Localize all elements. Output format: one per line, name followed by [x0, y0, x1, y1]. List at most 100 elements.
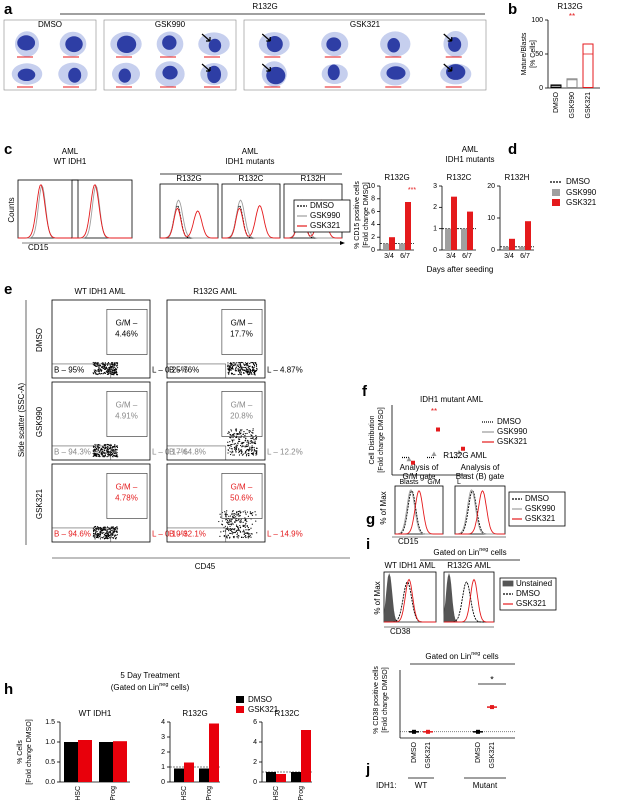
- event: [97, 373, 99, 376]
- event: [252, 363, 255, 365]
- event: [98, 535, 101, 538]
- event: [110, 362, 113, 364]
- event: [228, 521, 230, 523]
- event: [232, 373, 234, 376]
- bar: [383, 243, 389, 250]
- event: [233, 443, 235, 445]
- event: [235, 516, 237, 518]
- y-tick-label: 20: [487, 183, 495, 190]
- event: [227, 527, 229, 530]
- event: [240, 521, 242, 523]
- nucleus: [387, 38, 401, 53]
- event: [245, 451, 247, 453]
- event: [237, 364, 239, 366]
- event: [241, 366, 243, 368]
- legend-label: GSK990: [566, 188, 597, 197]
- event: [109, 447, 111, 449]
- event: [226, 521, 228, 523]
- event: [254, 370, 256, 373]
- event: [102, 366, 104, 368]
- event: [237, 528, 239, 530]
- event: [242, 511, 244, 513]
- event: [244, 524, 247, 526]
- event: [107, 443, 109, 446]
- legend-label: GSK321: [525, 514, 556, 523]
- event: [233, 516, 235, 519]
- event: [93, 533, 95, 535]
- event: [233, 532, 235, 534]
- legend-label: GSK321: [248, 705, 279, 714]
- event: [241, 446, 243, 448]
- event: [107, 453, 109, 456]
- event: [102, 452, 104, 454]
- event: [240, 365, 242, 367]
- event: [101, 532, 104, 534]
- event: [256, 447, 258, 450]
- event: [99, 369, 101, 372]
- axis-label: CD45: [195, 562, 216, 571]
- label: [Fold change DMSO]: [363, 182, 370, 247]
- event: [97, 534, 99, 537]
- event: [230, 362, 232, 364]
- event: [231, 513, 233, 516]
- event: [237, 537, 239, 539]
- legend-label: DMSO: [497, 417, 521, 426]
- gate: [106, 473, 148, 519]
- bar: [301, 730, 311, 782]
- event: [241, 443, 243, 445]
- event: [95, 528, 97, 530]
- event: [228, 515, 230, 517]
- event: [252, 429, 254, 432]
- label: R132G AML: [193, 287, 237, 296]
- label: IDH1:: [376, 781, 396, 790]
- event: [255, 514, 257, 516]
- event: [252, 452, 254, 454]
- event: [113, 531, 115, 533]
- event: [230, 519, 232, 521]
- event: [93, 454, 95, 456]
- event: [112, 365, 114, 367]
- histogram-curve: [222, 204, 280, 239]
- event: [248, 453, 250, 455]
- event: [248, 454, 250, 457]
- event: [235, 525, 238, 527]
- event: [253, 442, 255, 445]
- label: G/M –: [231, 319, 253, 328]
- event: [249, 536, 251, 538]
- legend-label: GSK321: [310, 221, 341, 230]
- title-part: neg: [159, 682, 168, 688]
- event: [251, 441, 253, 443]
- event: [111, 447, 113, 449]
- bar: [399, 243, 405, 250]
- event: [230, 453, 232, 456]
- event: [254, 374, 256, 376]
- event: [249, 534, 251, 536]
- event: [251, 437, 253, 440]
- title-part: Gated on Lin: [425, 652, 471, 661]
- event: [231, 528, 233, 530]
- bar: [64, 742, 78, 782]
- event: [223, 534, 225, 537]
- event: [106, 448, 108, 450]
- event: [237, 370, 240, 372]
- event: [114, 527, 117, 529]
- bar: [291, 772, 301, 782]
- event: [225, 513, 227, 515]
- event: [239, 521, 241, 524]
- event: [252, 367, 254, 369]
- event: [245, 532, 247, 535]
- event: [249, 371, 252, 373]
- event: [106, 530, 108, 533]
- event: [243, 366, 245, 369]
- event: [95, 530, 97, 532]
- event: [95, 373, 97, 375]
- event: [234, 442, 236, 445]
- histogram-curve: [384, 578, 436, 623]
- label: B – 76%: [169, 365, 199, 374]
- gate: [221, 391, 263, 437]
- event: [232, 536, 235, 538]
- event: [227, 362, 229, 364]
- event: [230, 529, 232, 531]
- event: [232, 516, 234, 519]
- event: [235, 429, 237, 431]
